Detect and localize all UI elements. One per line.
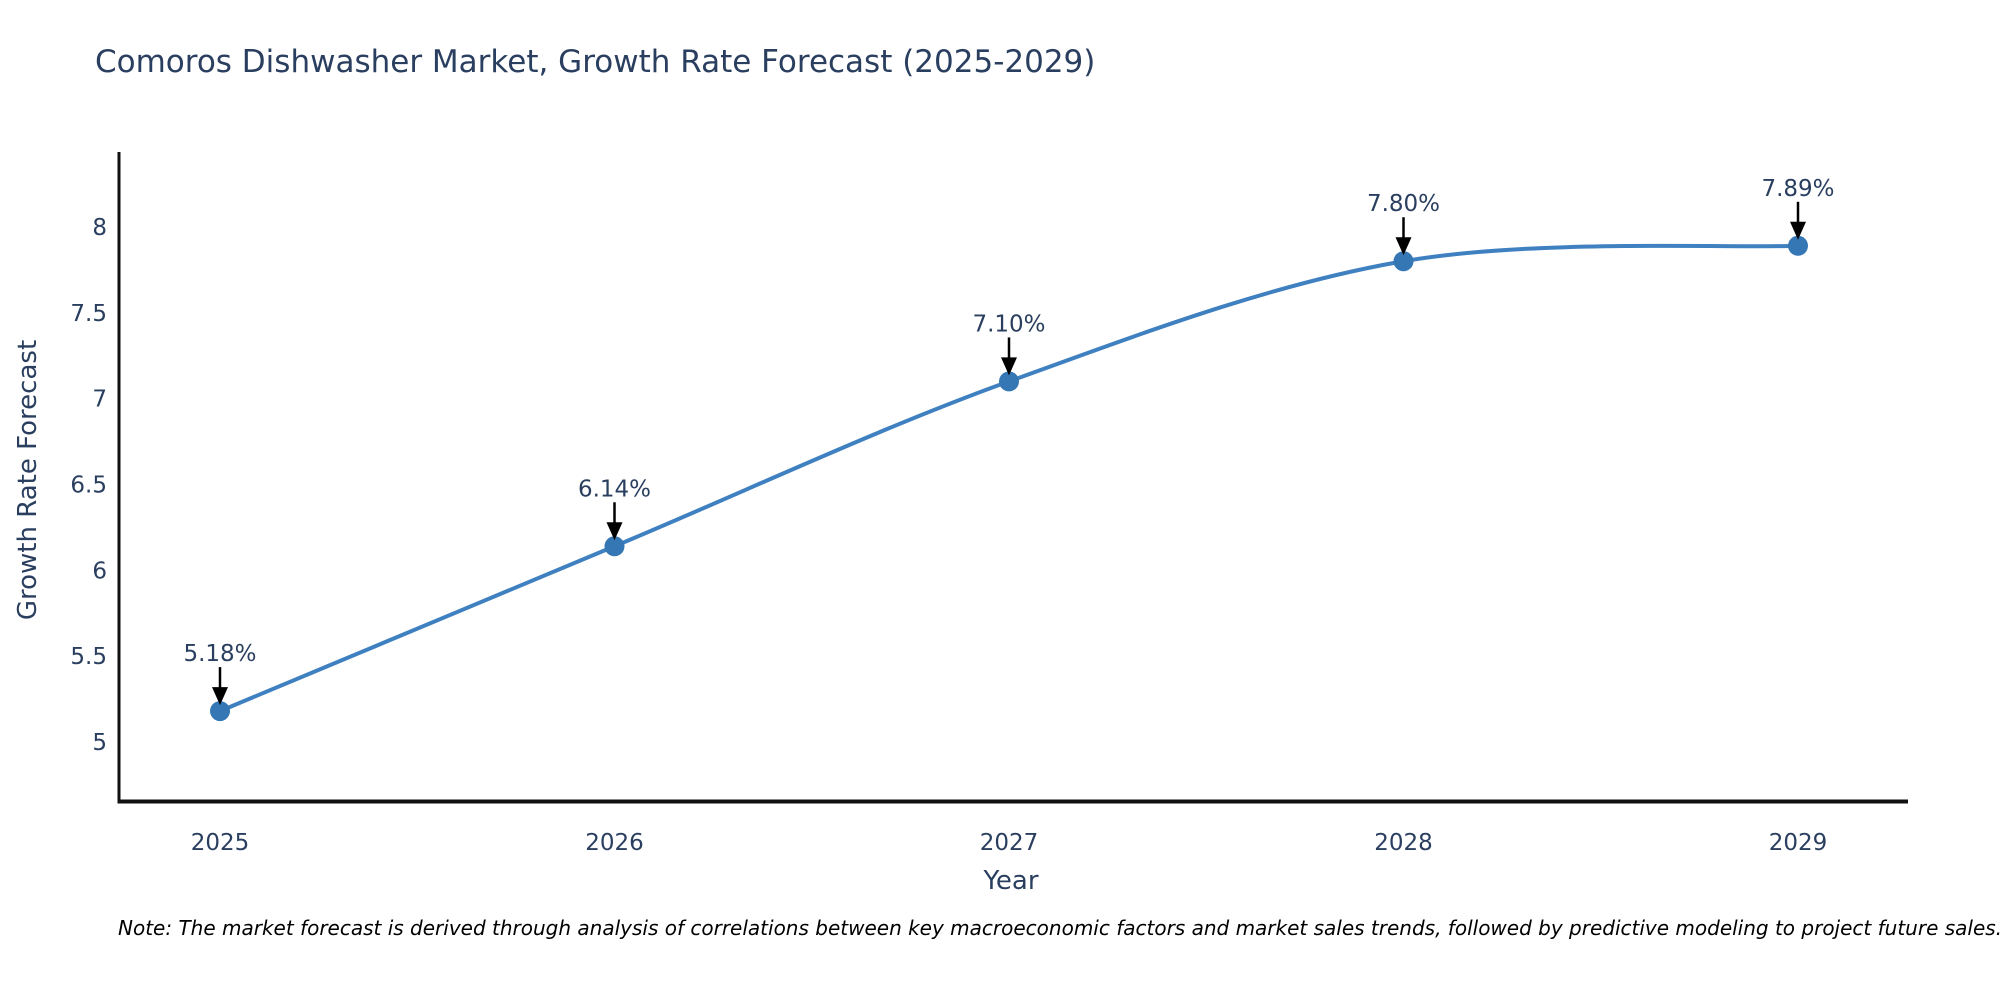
y-tick-label: 8 [92,215,107,241]
x-tick-label: 2026 [585,830,644,856]
footnote: Note: The market forecast is derived thr… [118,916,2000,940]
x-axis-title: Year [983,866,1039,896]
point-label: 7.10% [972,311,1045,337]
data-point[interactable] [1788,235,1808,256]
annotation-arrowhead-icon [212,687,228,706]
x-tick-label: 2025 [191,830,250,856]
data-point[interactable] [604,536,625,557]
y-tick-label: 7.5 [70,301,107,327]
point-label: 5.18% [183,641,256,667]
x-tick-label: 2028 [1374,830,1433,856]
y-tick-label: 5 [92,730,107,756]
y-tick-label: 7 [92,387,107,413]
point-label: 7.80% [1367,191,1440,217]
y-tick-label: 6.5 [70,472,107,498]
y-tick-label: 6 [92,558,107,584]
point-label: 7.89% [1761,176,1834,202]
y-axis-title: Growth Rate Forecast [13,339,43,621]
chart-title: Comoros Dishwasher Market, Growth Rate F… [95,44,1096,80]
x-tick-label: 2029 [1769,830,1828,856]
annotation-arrowhead-icon [1001,357,1017,376]
x-tick-label: 2027 [980,830,1039,856]
annotation-arrowhead-icon [1790,221,1806,240]
data-point[interactable] [210,701,230,722]
annotation-arrowhead-icon [606,522,623,541]
data-point[interactable] [999,371,1019,392]
annotation-arrowhead-icon [1395,237,1412,256]
y-tick-label: 5.5 [70,644,107,670]
point-label: 6.14% [578,476,651,502]
data-point[interactable] [1393,251,1414,272]
